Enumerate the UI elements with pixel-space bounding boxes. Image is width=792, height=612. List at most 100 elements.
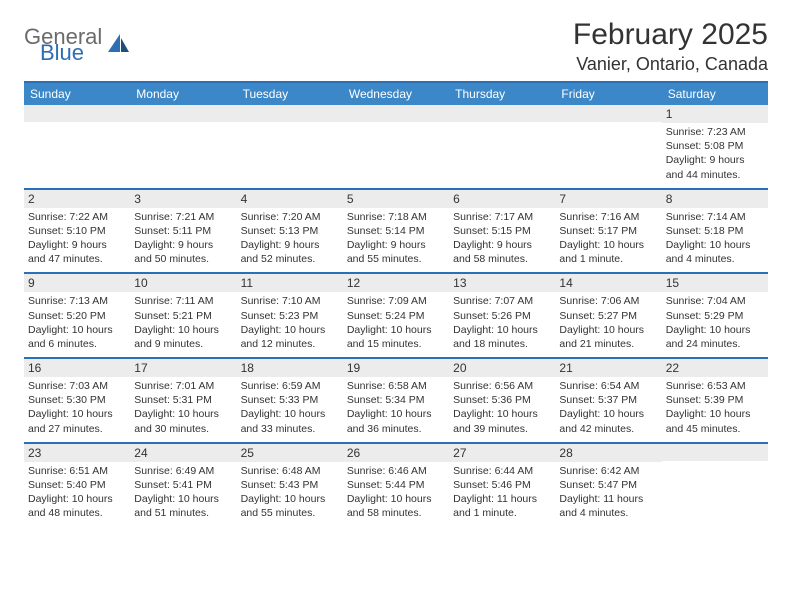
day-number: 11: [237, 274, 343, 292]
day-number: 16: [24, 359, 130, 377]
logo-text-blue: Blue: [40, 42, 102, 64]
week-row: 2Sunrise: 7:22 AMSunset: 5:10 PMDaylight…: [24, 190, 768, 275]
sunset-text: Sunset: 5:08 PM: [666, 139, 764, 153]
sunrise-text: Sunrise: 6:59 AM: [241, 379, 339, 393]
day-number: [449, 105, 555, 122]
sunrise-text: Sunrise: 7:06 AM: [559, 294, 657, 308]
day-number: 20: [449, 359, 555, 377]
daylight-text: Daylight: 9 hours and 52 minutes.: [241, 238, 339, 266]
daylight-text: Daylight: 9 hours and 55 minutes.: [347, 238, 445, 266]
day-cell: 23Sunrise: 6:51 AMSunset: 5:40 PMDayligh…: [24, 444, 130, 527]
day-number: 21: [555, 359, 661, 377]
sunset-text: Sunset: 5:37 PM: [559, 393, 657, 407]
sunset-text: Sunset: 5:46 PM: [453, 478, 551, 492]
sunrise-text: Sunrise: 7:01 AM: [134, 379, 232, 393]
weekday-monday: Monday: [130, 83, 236, 105]
day-details: Sunrise: 7:18 AMSunset: 5:14 PMDaylight:…: [343, 208, 449, 273]
sunrise-text: Sunrise: 7:11 AM: [134, 294, 232, 308]
day-number: 4: [237, 190, 343, 208]
day-details: Sunrise: 6:42 AMSunset: 5:47 PMDaylight:…: [555, 462, 661, 527]
day-cell: 3Sunrise: 7:21 AMSunset: 5:11 PMDaylight…: [130, 190, 236, 273]
sunset-text: Sunset: 5:39 PM: [666, 393, 764, 407]
day-number: [343, 105, 449, 122]
day-cell: 20Sunrise: 6:56 AMSunset: 5:36 PMDayligh…: [449, 359, 555, 442]
day-cell: 25Sunrise: 6:48 AMSunset: 5:43 PMDayligh…: [237, 444, 343, 527]
daylight-text: Daylight: 10 hours and 42 minutes.: [559, 407, 657, 435]
month-title: February 2025: [573, 18, 768, 52]
daylight-text: Daylight: 10 hours and 6 minutes.: [28, 323, 126, 351]
sunset-text: Sunset: 5:40 PM: [28, 478, 126, 492]
daylight-text: Daylight: 9 hours and 47 minutes.: [28, 238, 126, 266]
day-number: 23: [24, 444, 130, 462]
sunset-text: Sunset: 5:43 PM: [241, 478, 339, 492]
day-cell: 18Sunrise: 6:59 AMSunset: 5:33 PMDayligh…: [237, 359, 343, 442]
day-cell: 21Sunrise: 6:54 AMSunset: 5:37 PMDayligh…: [555, 359, 661, 442]
sunrise-text: Sunrise: 6:56 AM: [453, 379, 551, 393]
weekday-sunday: Sunday: [24, 83, 130, 105]
sunset-text: Sunset: 5:33 PM: [241, 393, 339, 407]
day-number: 8: [662, 190, 768, 208]
day-number: 5: [343, 190, 449, 208]
weekday-tuesday: Tuesday: [237, 83, 343, 105]
day-number: [555, 105, 661, 122]
day-number: [237, 105, 343, 122]
weekday-header: Sunday Monday Tuesday Wednesday Thursday…: [24, 83, 768, 105]
day-number: 22: [662, 359, 768, 377]
day-number: 9: [24, 274, 130, 292]
day-cell: 14Sunrise: 7:06 AMSunset: 5:27 PMDayligh…: [555, 274, 661, 357]
day-details: Sunrise: 7:22 AMSunset: 5:10 PMDaylight:…: [24, 208, 130, 273]
sunrise-text: Sunrise: 6:48 AM: [241, 464, 339, 478]
sunset-text: Sunset: 5:13 PM: [241, 224, 339, 238]
sunset-text: Sunset: 5:18 PM: [666, 224, 764, 238]
day-cell: 6Sunrise: 7:17 AMSunset: 5:15 PMDaylight…: [449, 190, 555, 273]
day-cell: 4Sunrise: 7:20 AMSunset: 5:13 PMDaylight…: [237, 190, 343, 273]
day-number: 17: [130, 359, 236, 377]
sunrise-text: Sunrise: 7:04 AM: [666, 294, 764, 308]
day-number: 3: [130, 190, 236, 208]
sunrise-text: Sunrise: 7:16 AM: [559, 210, 657, 224]
day-number: 10: [130, 274, 236, 292]
day-details: Sunrise: 6:46 AMSunset: 5:44 PMDaylight:…: [343, 462, 449, 527]
day-cell: 22 Sunrise: 6:53 AMSunset: 5:39 PMDayligh…: [662, 359, 768, 442]
day-number: 24: [130, 444, 236, 462]
sunset-text: Sunset: 5:30 PM: [28, 393, 126, 407]
day-details: Sunrise: 6:49 AMSunset: 5:41 PMDaylight:…: [130, 462, 236, 527]
sunset-text: Sunset: 5:15 PM: [453, 224, 551, 238]
week-row: 9Sunrise: 7:13 AMSunset: 5:20 PMDaylight…: [24, 274, 768, 359]
sunrise-text: Sunrise: 7:17 AM: [453, 210, 551, 224]
day-cell: 9Sunrise: 7:13 AMSunset: 5:20 PMDaylight…: [24, 274, 130, 357]
day-number: 28: [555, 444, 661, 462]
day-cell: 13Sunrise: 7:07 AMSunset: 5:26 PMDayligh…: [449, 274, 555, 357]
day-cell: 11Sunrise: 7:10 AMSunset: 5:23 PMDayligh…: [237, 274, 343, 357]
daylight-text: Daylight: 10 hours and 45 minutes.: [666, 407, 764, 435]
sunset-text: Sunset: 5:31 PM: [134, 393, 232, 407]
daylight-text: Daylight: 11 hours and 1 minute.: [453, 492, 551, 520]
day-cell: 28Sunrise: 6:42 AMSunset: 5:47 PMDayligh…: [555, 444, 661, 527]
day-cell: 7Sunrise: 7:16 AMSunset: 5:17 PMDaylight…: [555, 190, 661, 273]
day-cell: 12Sunrise: 7:09 AMSunset: 5:24 PMDayligh…: [343, 274, 449, 357]
daylight-text: Daylight: 10 hours and 9 minutes.: [134, 323, 232, 351]
daylight-text: Daylight: 10 hours and 36 minutes.: [347, 407, 445, 435]
week-row: 23Sunrise: 6:51 AMSunset: 5:40 PMDayligh…: [24, 444, 768, 527]
day-details: Sunrise: 6:58 AMSunset: 5:34 PMDaylight:…: [343, 377, 449, 442]
sunrise-text: Sunrise: 7:07 AM: [453, 294, 551, 308]
day-cell: [130, 105, 236, 188]
sunset-text: Sunset: 5:11 PM: [134, 224, 232, 238]
daylight-text: Daylight: 9 hours and 44 minutes.: [666, 153, 764, 181]
calendar-body: 1Sunrise: 7:23 AMSunset: 5:08 PMDaylight…: [24, 105, 768, 526]
day-number: [24, 105, 130, 122]
sunrise-text: Sunrise: 7:09 AM: [347, 294, 445, 308]
day-details: Sunrise: 7:10 AMSunset: 5:23 PMDaylight:…: [237, 292, 343, 357]
sunset-text: Sunset: 5:29 PM: [666, 309, 764, 323]
sunrise-text: Sunrise: 6:53 AM: [666, 379, 764, 393]
sunrise-text: Sunrise: 6:46 AM: [347, 464, 445, 478]
sunrise-text: Sunrise: 6:42 AM: [559, 464, 657, 478]
daylight-text: Daylight: 10 hours and 1 minute.: [559, 238, 657, 266]
sunrise-text: Sunrise: 7:22 AM: [28, 210, 126, 224]
logo-text: General Blue: [24, 26, 102, 64]
day-cell: [343, 105, 449, 188]
sunrise-text: Sunrise: 7:10 AM: [241, 294, 339, 308]
sunset-text: Sunset: 5:23 PM: [241, 309, 339, 323]
day-number: 26: [343, 444, 449, 462]
day-number: 19: [343, 359, 449, 377]
